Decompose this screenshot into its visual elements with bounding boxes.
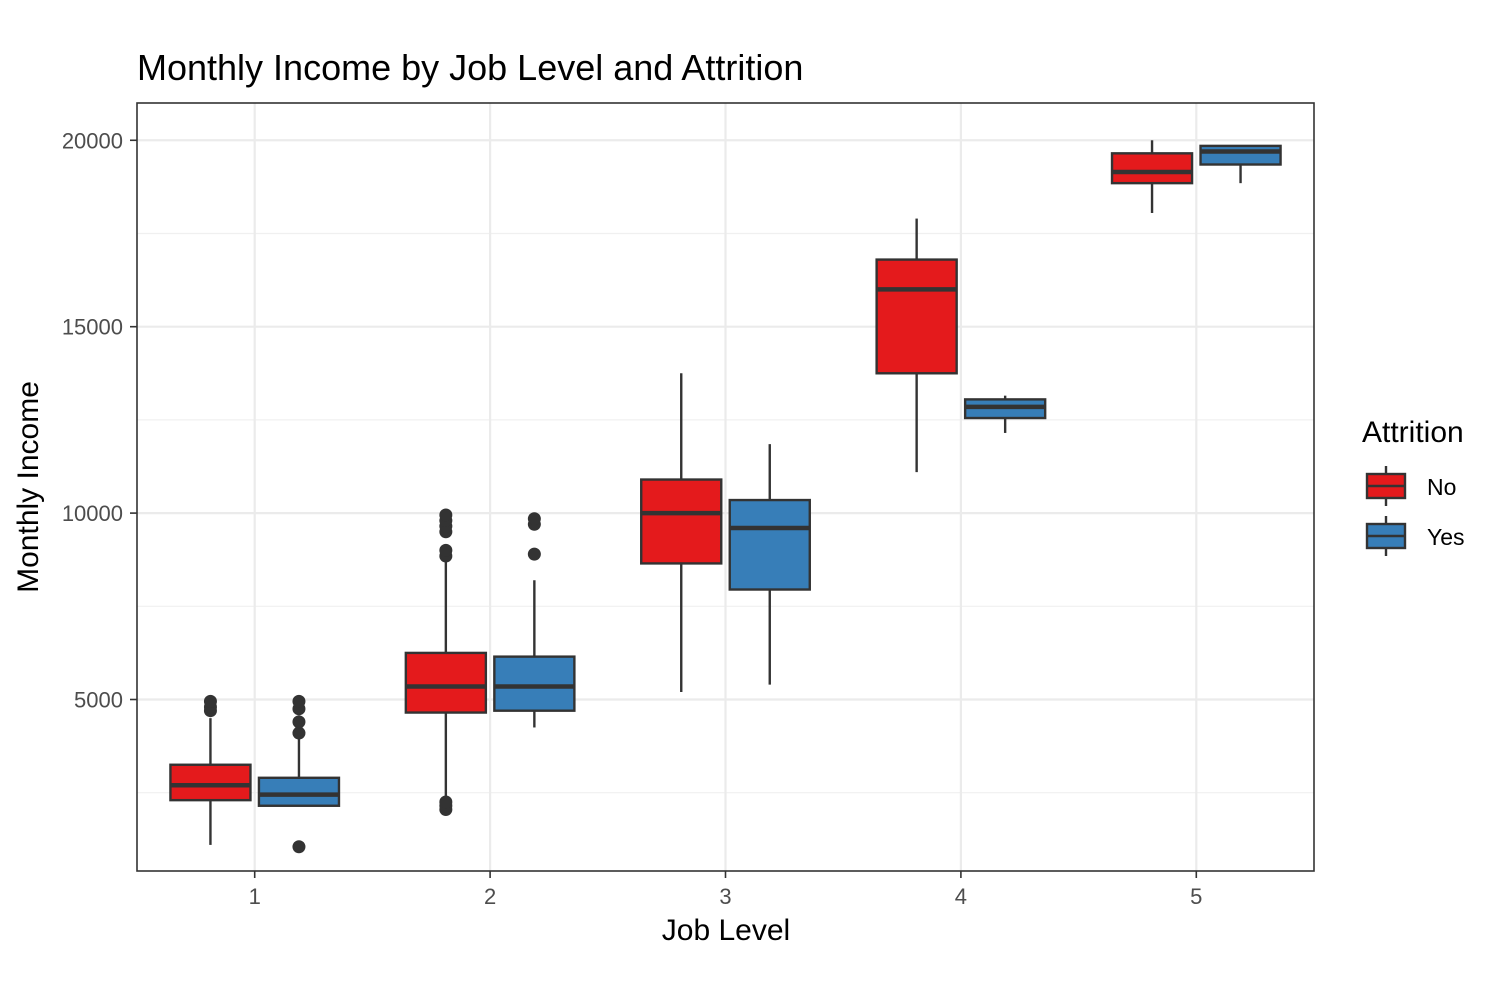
- box-no-level-4: [875, 218, 958, 473]
- y-tick-label: 15000: [62, 315, 123, 340]
- outlier-point: [292, 840, 306, 854]
- outlier-point: [439, 795, 453, 809]
- series-no: [169, 140, 1194, 845]
- legend-key-yes: [1365, 516, 1407, 556]
- legend-label-yes: Yes: [1427, 524, 1465, 550]
- chart-title: Monthly Income by Job Level and Attritio…: [137, 47, 803, 88]
- y-tick-label: 20000: [62, 128, 123, 153]
- box-body: [640, 478, 723, 565]
- outlier-point: [292, 715, 306, 729]
- y-axis-title: Monthly Income: [12, 381, 45, 593]
- legend-title: Attrition: [1362, 416, 1464, 449]
- x-tick-label: 4: [955, 884, 967, 909]
- x-axis-title: Job Level: [662, 914, 790, 947]
- plot-panel: [136, 102, 1315, 872]
- box-body: [493, 655, 576, 712]
- box-no-level-1: [169, 694, 252, 845]
- box-body: [875, 258, 958, 375]
- box-no-level-5: [1110, 140, 1194, 213]
- y-tick-label: 10000: [62, 501, 123, 526]
- legend-key-no: [1365, 466, 1407, 506]
- outlier-point: [527, 547, 541, 561]
- box-yes-level-2: [493, 512, 576, 728]
- legend-label-no: No: [1427, 474, 1456, 500]
- box-yes-level-1: [257, 694, 341, 854]
- box-body: [1110, 152, 1194, 185]
- x-tick-label: 3: [719, 884, 731, 909]
- x-tick-label: 1: [249, 884, 261, 909]
- x-axis: 1 2 3 4 5: [249, 871, 1202, 909]
- outlier-point: [292, 726, 306, 740]
- outlier-point: [292, 694, 306, 708]
- box-body: [1199, 144, 1282, 166]
- outlier-point: [203, 694, 217, 708]
- outlier-point: [439, 543, 453, 557]
- legend: Attrition No Yes: [1362, 416, 1465, 556]
- y-tick-label: 5000: [74, 688, 123, 713]
- x-tick-label: 2: [484, 884, 496, 909]
- box-body: [169, 763, 252, 802]
- box-body: [257, 776, 341, 807]
- x-tick-label: 5: [1190, 884, 1202, 909]
- box-no-level-3: [640, 373, 723, 693]
- series-yes: [257, 144, 1282, 854]
- box-no-level-2: [404, 508, 488, 816]
- box-yes-level-4: [963, 395, 1047, 433]
- outlier-point: [439, 508, 453, 522]
- box-body: [728, 498, 811, 591]
- box-yes-level-3: [728, 444, 811, 685]
- y-axis: 5000 10000 15000 20000: [62, 128, 137, 713]
- outlier-point: [527, 512, 541, 526]
- box-yes-level-5: [1199, 144, 1282, 184]
- box-body: [404, 651, 488, 714]
